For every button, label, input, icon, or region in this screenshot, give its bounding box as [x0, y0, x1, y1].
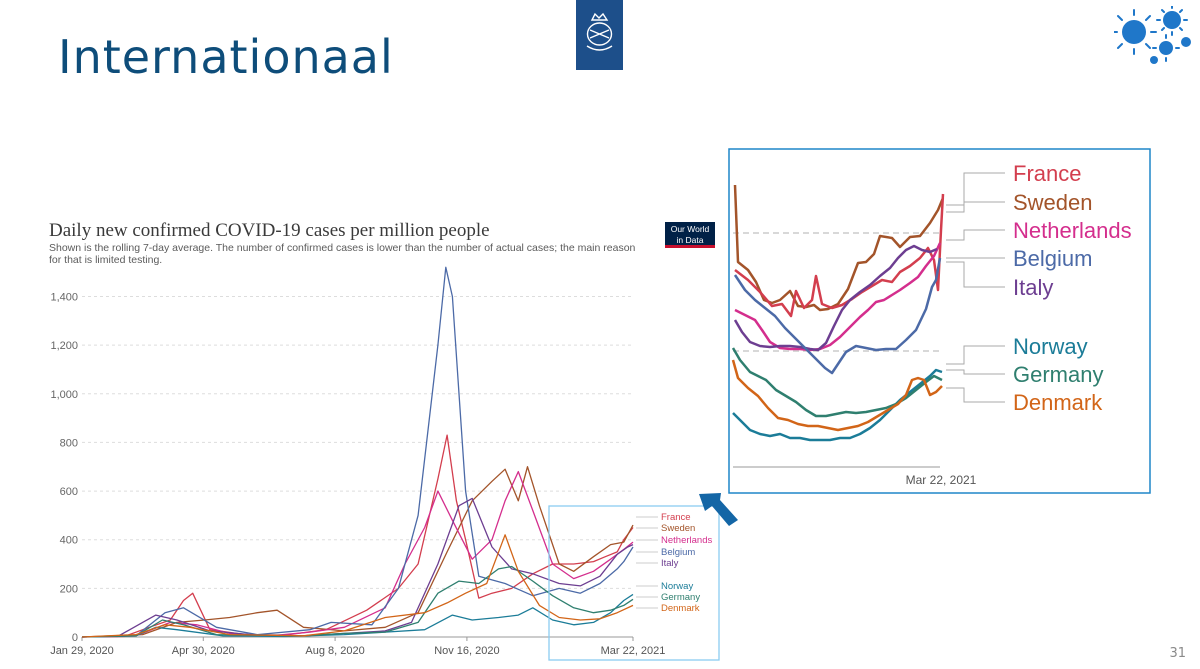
main-series	[81, 266, 634, 638]
inset-series-line-germany	[731, 347, 943, 418]
owid-logo: Our World in Data	[665, 222, 715, 248]
inset-legend-label-sweden: Sweden	[1013, 190, 1093, 215]
inset-legend-connector	[946, 201, 1005, 213]
inset-legend-connector	[946, 369, 1005, 375]
chart-title: Daily new confirmed COVID-19 cases per m…	[49, 220, 490, 241]
inset-x-axis: Mar 22, 2021	[906, 473, 977, 487]
inset-legend-connector	[946, 229, 1005, 241]
y-tick-label: 600	[60, 486, 78, 498]
owid-logo-line2: in Data	[676, 235, 704, 245]
inset-legend-label-norway: Norway	[1013, 334, 1088, 359]
series-line-sweden	[81, 466, 634, 638]
inset-legend-label-belgium: Belgium	[1013, 246, 1092, 271]
x-tick-label: Jan 29, 2020	[50, 645, 114, 657]
y-tick-label: 1,000	[50, 389, 78, 401]
inset-legend-label-netherlands: Netherlands	[1013, 218, 1132, 243]
x-tick-label: Apr 30, 2020	[172, 645, 235, 657]
zoom-arrow	[699, 493, 738, 526]
y-tick-label: 800	[60, 437, 78, 449]
y-tick-label: 200	[60, 583, 78, 595]
inset-series-line-norway-low	[732, 368, 943, 442]
main-x-axis: Jan 29, 2020 Apr 30, 2020 Aug 8, 2020 Nov 1…	[50, 637, 665, 657]
y-tick-label: 0	[72, 632, 78, 644]
page-number: 31	[1169, 646, 1186, 661]
y-tick-label: 1,400	[50, 291, 78, 303]
inset-series-line-belgium	[733, 257, 942, 375]
legend-label-germany: Germany	[661, 592, 700, 603]
main-y-axis: 0 200 400 600 800 1,000 1,200 1,400	[50, 291, 78, 644]
legend-label-sweden: Sweden	[661, 523, 695, 534]
legend-label-italy: Italy	[661, 558, 679, 569]
inset-series	[731, 184, 945, 442]
zoom-arrow-shape	[699, 493, 738, 526]
government-logo	[576, 0, 623, 70]
zoom-highlight-box	[548, 505, 720, 661]
inset-x-tick-label: Mar 22, 2021	[906, 473, 977, 487]
inset-legend-connector	[946, 172, 1005, 206]
inset-legend: France Sweden Netherlands Belgium Italy Norwa…	[946, 161, 1132, 415]
chart-subtitle: Shown is the rolling 7-day average. The …	[49, 242, 636, 266]
inset-legend-label-denmark: Denmark	[1013, 390, 1103, 415]
legend-label-france: France	[661, 512, 691, 523]
series-line-france	[81, 434, 634, 638]
legend-label-belgium: Belgium	[661, 547, 695, 558]
inset-legend-connector	[946, 345, 1005, 365]
inset-legend-label-france: France	[1013, 161, 1081, 186]
series-line-italy	[81, 497, 634, 638]
inset-series-line-netherlands	[734, 242, 942, 352]
inset-legend-connector	[946, 261, 1005, 288]
inset-legend-connector	[946, 387, 1005, 403]
x-tick-label: Mar 22, 2021	[601, 645, 666, 657]
virus-icon	[1114, 6, 1191, 64]
x-tick-label: Aug 8, 2020	[305, 645, 364, 657]
legend-label-netherlands: Netherlands	[661, 535, 712, 546]
main-grid	[82, 295, 633, 638]
inset-series-line-denmark	[731, 359, 943, 432]
series-line-belgium	[81, 266, 634, 638]
y-tick-label: 400	[60, 535, 78, 547]
inset-series-line-italy	[733, 244, 938, 352]
series-line-norway	[81, 593, 634, 638]
inset-legend-label-italy: Italy	[1013, 275, 1053, 300]
slide-title: Internationaal	[58, 30, 394, 84]
legend-label-denmark: Denmark	[661, 603, 700, 614]
y-tick-label: 1,200	[50, 340, 78, 352]
inset-legend-label-germany: Germany	[1013, 362, 1103, 387]
x-tick-label: Nov 16, 2020	[434, 645, 499, 657]
series-line-denmark	[81, 534, 634, 638]
owid-logo-line1: Our World	[670, 224, 710, 234]
legend-label-norway: Norway	[661, 581, 693, 592]
inset-grid	[733, 232, 940, 468]
